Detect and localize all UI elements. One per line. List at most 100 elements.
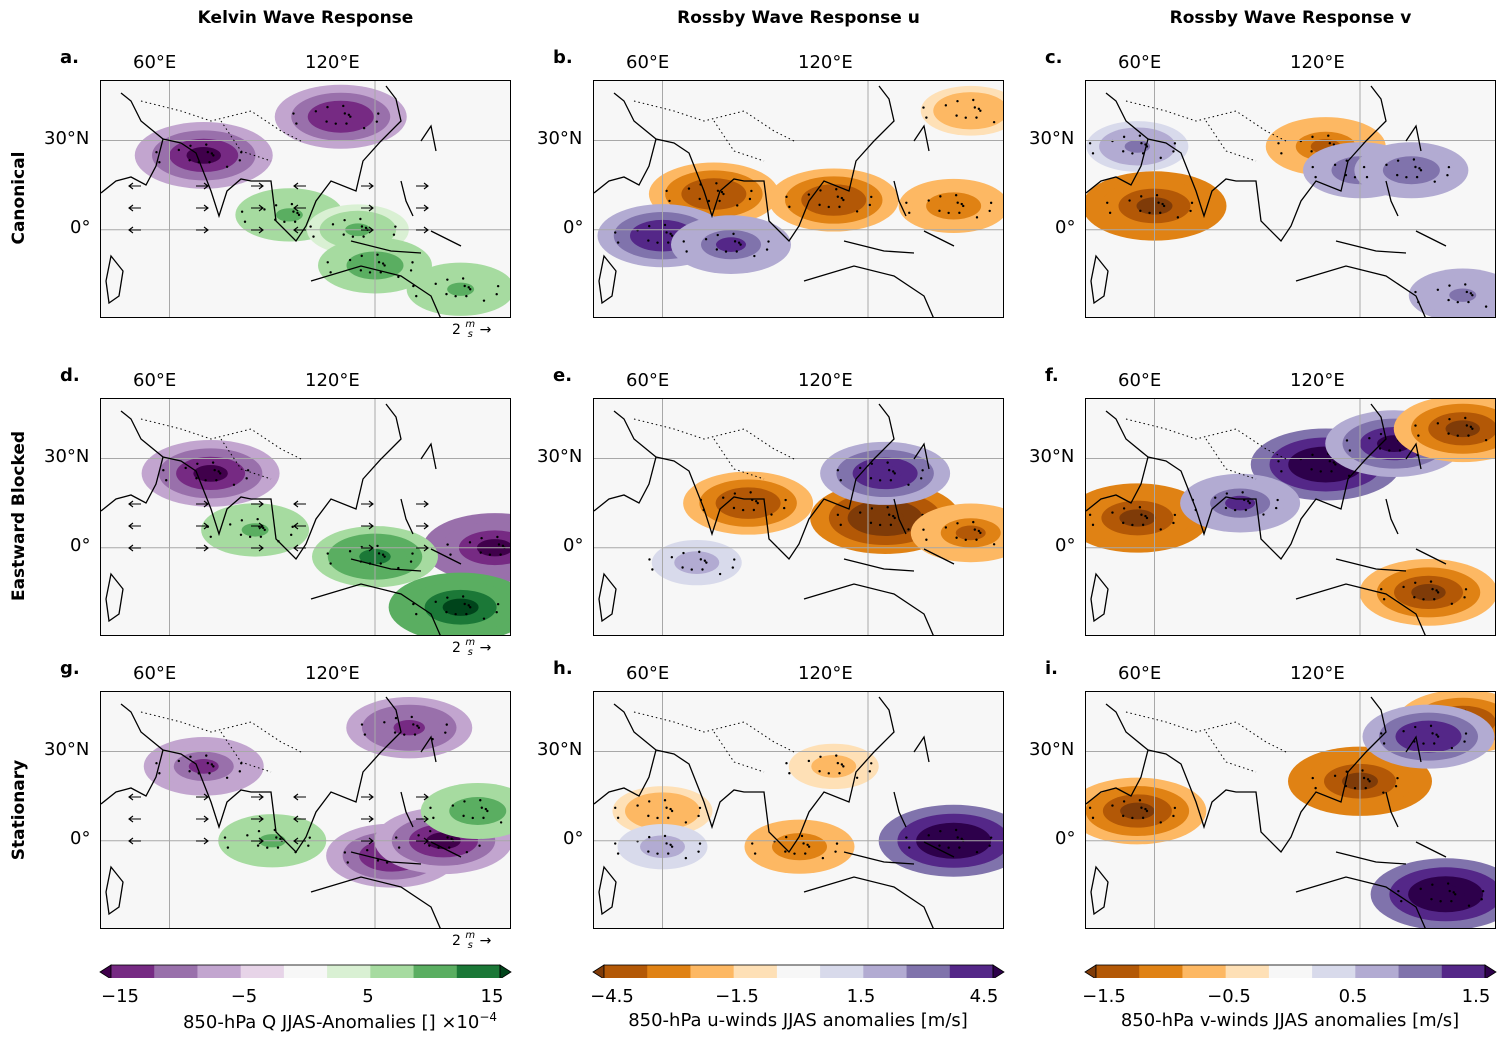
- anomaly-contour: [822, 760, 845, 773]
- significance-stipple: [412, 602, 415, 606]
- coastline: [803, 876, 934, 928]
- lat-tick-label: 0°: [70, 535, 91, 556]
- significance-stipple: [954, 193, 958, 197]
- lat-tick-label: 0°: [563, 828, 584, 849]
- anomaly-contour: [1397, 163, 1426, 178]
- significance-stipple: [870, 195, 873, 199]
- significance-stipple: [213, 468, 216, 472]
- colorbar-q-label: 850-hPa Q JJAS-Anomalies [] ×10−4: [182, 1010, 498, 1033]
- lat-tick-label: 30°N: [44, 739, 90, 760]
- map-field: [594, 399, 1003, 635]
- significance-stipple: [663, 223, 667, 227]
- significance-stipple: [209, 535, 212, 538]
- wind-vector-arrow: [293, 815, 306, 823]
- significance-stipple: [656, 241, 659, 244]
- lon-tick-label: 120°E: [1290, 370, 1345, 391]
- significance-stipple: [892, 514, 895, 518]
- significance-stipple: [793, 852, 796, 855]
- wind-vector-arrow: [196, 793, 209, 801]
- significance-stipple: [364, 226, 368, 230]
- significance-stipple: [1418, 167, 1421, 170]
- significance-stipple: [868, 203, 872, 207]
- significance-stipple: [434, 282, 437, 286]
- significance-stipple: [482, 617, 486, 620]
- significance-stipple: [1138, 799, 1142, 802]
- map-panel: [593, 80, 1004, 318]
- colorbar-frame: [603, 964, 994, 978]
- significance-stipple: [501, 544, 505, 548]
- significance-stipple: [360, 254, 363, 258]
- significance-stipple: [870, 762, 873, 765]
- coastline: [310, 876, 441, 928]
- significance-stipple: [765, 248, 769, 251]
- significance-stipple: [1091, 816, 1095, 820]
- significance-stipple: [1111, 511, 1114, 514]
- significance-stipple: [800, 834, 804, 838]
- coastline: [1090, 572, 1109, 623]
- significance-stipple: [1364, 786, 1367, 790]
- significance-stipple: [463, 602, 466, 606]
- wind-vector-arrow: [128, 226, 141, 234]
- significance-stipple: [648, 835, 651, 839]
- map-field: [101, 399, 510, 635]
- wind-vector-arrow: [196, 182, 209, 190]
- significance-stipple: [428, 844, 431, 847]
- significance-stipple: [1447, 298, 1450, 302]
- significance-stipple: [291, 525, 294, 529]
- significance-stipple: [432, 816, 435, 820]
- significance-stipple: [938, 209, 941, 213]
- significance-stipple: [312, 235, 315, 238]
- significance-stipple: [329, 271, 332, 274]
- significance-stipple: [859, 466, 862, 470]
- map-panel: [100, 398, 511, 636]
- significance-stipple: [698, 806, 702, 810]
- anomaly-contour: [186, 147, 221, 164]
- wind-vector-arrow: [251, 226, 264, 234]
- coastline: [1295, 265, 1426, 317]
- significance-stipple: [1138, 506, 1142, 509]
- colorbar-segment: [1441, 965, 1486, 978]
- significance-stipple: [1433, 598, 1436, 601]
- significance-stipple: [870, 462, 874, 465]
- significance-stipple: [325, 120, 328, 123]
- lon-tick-label: 120°E: [305, 52, 360, 73]
- significance-stipple: [246, 834, 249, 837]
- significance-stipple: [1145, 516, 1149, 520]
- significance-stipple: [1248, 501, 1251, 505]
- significance-stipple: [1128, 199, 1131, 202]
- significance-stipple: [158, 772, 161, 775]
- significance-stipple: [838, 205, 841, 209]
- significance-stipple: [381, 553, 385, 556]
- significance-stipple: [651, 568, 654, 571]
- significance-stipple: [921, 469, 924, 472]
- anomaly-contour: [939, 199, 968, 213]
- significance-stipple: [292, 112, 295, 115]
- significance-stipple: [707, 199, 711, 203]
- significance-stipple: [449, 553, 452, 556]
- significance-stipple: [839, 479, 842, 482]
- significance-stipple: [1380, 732, 1383, 735]
- lon-tick-label: 60°E: [626, 52, 670, 73]
- significance-stipple: [375, 120, 379, 123]
- colorbar-u: [592, 964, 1005, 978]
- map-field: [1086, 692, 1495, 928]
- significance-stipple: [681, 566, 684, 569]
- significance-stipple: [1396, 776, 1399, 780]
- coastline: [655, 403, 895, 561]
- significance-stipple: [329, 562, 332, 565]
- significance-stipple: [1450, 602, 1454, 606]
- wind-vector-arrow: [128, 815, 141, 823]
- significance-stipple: [295, 122, 298, 125]
- significance-stipple: [648, 800, 651, 803]
- anomaly-contour: [1120, 802, 1155, 820]
- anomaly-contour: [1412, 728, 1445, 745]
- significance-stipple: [1464, 732, 1468, 735]
- significance-stipple: [669, 232, 672, 235]
- lon-tick-label: 60°E: [133, 370, 177, 391]
- significance-stipple: [1467, 904, 1471, 907]
- coastline: [893, 124, 930, 217]
- significance-stipple: [245, 477, 248, 480]
- colorbar-segment: [1268, 965, 1313, 978]
- wind-vector-arrow: [293, 544, 306, 552]
